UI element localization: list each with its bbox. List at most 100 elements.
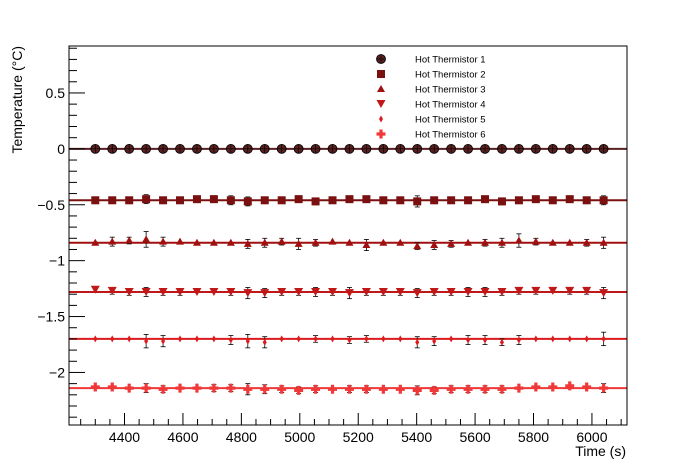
data-point	[378, 287, 388, 296]
data-point	[176, 196, 185, 205]
x-tick-label: 5400	[401, 429, 432, 445]
data-point	[192, 195, 201, 204]
data-point	[107, 286, 117, 295]
data-point	[514, 383, 524, 393]
data-point	[481, 195, 490, 204]
data-point	[209, 238, 218, 246]
data-point	[514, 143, 524, 154]
data-point	[311, 384, 321, 394]
data-point	[362, 195, 371, 204]
data-point	[141, 143, 152, 154]
x-tick-label: 5800	[518, 429, 549, 445]
data-point	[567, 335, 572, 343]
y-tick-label: 0.5	[46, 85, 66, 101]
data-point	[192, 287, 202, 296]
y-tick-label: −0.5	[37, 197, 65, 213]
legend-label: Hot Thermistor 1	[415, 55, 486, 66]
data-point	[277, 196, 286, 205]
data-point	[294, 385, 304, 395]
data-point	[243, 289, 253, 298]
data-point	[159, 237, 168, 245]
data-point	[124, 287, 134, 296]
data-point	[209, 195, 218, 204]
y-tick-label: 0	[57, 141, 65, 157]
data-point	[464, 238, 473, 246]
data-point	[531, 237, 540, 245]
data-point	[379, 196, 388, 205]
data-point	[481, 238, 490, 246]
data-points	[90, 143, 609, 396]
data-point	[497, 238, 506, 246]
data-point	[175, 287, 185, 296]
x-tick-label: 5600	[460, 429, 491, 445]
legend-label: Hot Thermistor 2	[415, 70, 486, 81]
data-point	[310, 143, 321, 154]
data-point	[378, 384, 388, 394]
data-point	[311, 238, 320, 246]
data-point	[110, 335, 115, 343]
data-point	[463, 384, 473, 394]
data-point	[396, 196, 405, 205]
data-point	[107, 143, 118, 154]
data-point	[464, 196, 473, 205]
data-point	[412, 143, 423, 154]
data-point	[361, 384, 371, 394]
data-point	[158, 143, 168, 154]
data-point	[311, 197, 320, 206]
data-point	[429, 143, 440, 154]
data-point	[582, 286, 592, 295]
x-tick-label: 4800	[226, 429, 257, 445]
data-point	[548, 382, 558, 392]
data-point	[565, 238, 574, 246]
data-point	[158, 384, 168, 394]
data-point	[362, 241, 371, 249]
data-point	[497, 197, 506, 206]
data-point	[582, 238, 591, 246]
legend-label: Hot Thermistor 6	[415, 130, 486, 141]
data-point	[447, 239, 456, 247]
data-point	[379, 238, 388, 246]
data-point	[127, 335, 132, 343]
data-point	[584, 335, 589, 343]
data-point	[514, 196, 523, 205]
data-point	[446, 384, 456, 394]
data-point	[159, 196, 168, 205]
data-point	[499, 338, 504, 346]
data-point	[142, 195, 151, 204]
data-point	[245, 337, 250, 345]
data-point	[565, 381, 575, 391]
data-point	[345, 195, 354, 204]
data-point	[344, 289, 354, 298]
data-point	[463, 143, 473, 154]
data-point	[599, 238, 608, 246]
data-point	[279, 335, 284, 343]
data-point	[328, 237, 337, 245]
data-point	[430, 196, 439, 205]
data-point	[531, 286, 541, 295]
data-point	[209, 143, 219, 154]
data-point	[564, 143, 575, 154]
data-point	[514, 286, 524, 295]
y-axis-label: Temperature (°C)	[9, 46, 25, 154]
data-point	[178, 335, 183, 343]
data-point	[550, 335, 555, 343]
data-point	[447, 196, 456, 205]
data-point	[328, 384, 338, 394]
data-point	[480, 143, 490, 154]
data-point	[381, 335, 386, 343]
data-point	[599, 383, 609, 393]
x-tick-label: 5200	[343, 429, 374, 445]
data-point	[125, 236, 134, 244]
data-point	[582, 382, 592, 392]
data-point	[243, 239, 252, 247]
data-point	[108, 237, 117, 245]
data-point	[296, 335, 301, 343]
y-tick-label: −1	[49, 253, 65, 269]
x-tick-label: 5000	[284, 429, 315, 445]
plot-frame	[68, 45, 628, 426]
data-point	[228, 336, 233, 344]
data-point	[90, 382, 100, 392]
data-point	[259, 143, 270, 154]
y-tick-label: −2	[49, 364, 65, 380]
